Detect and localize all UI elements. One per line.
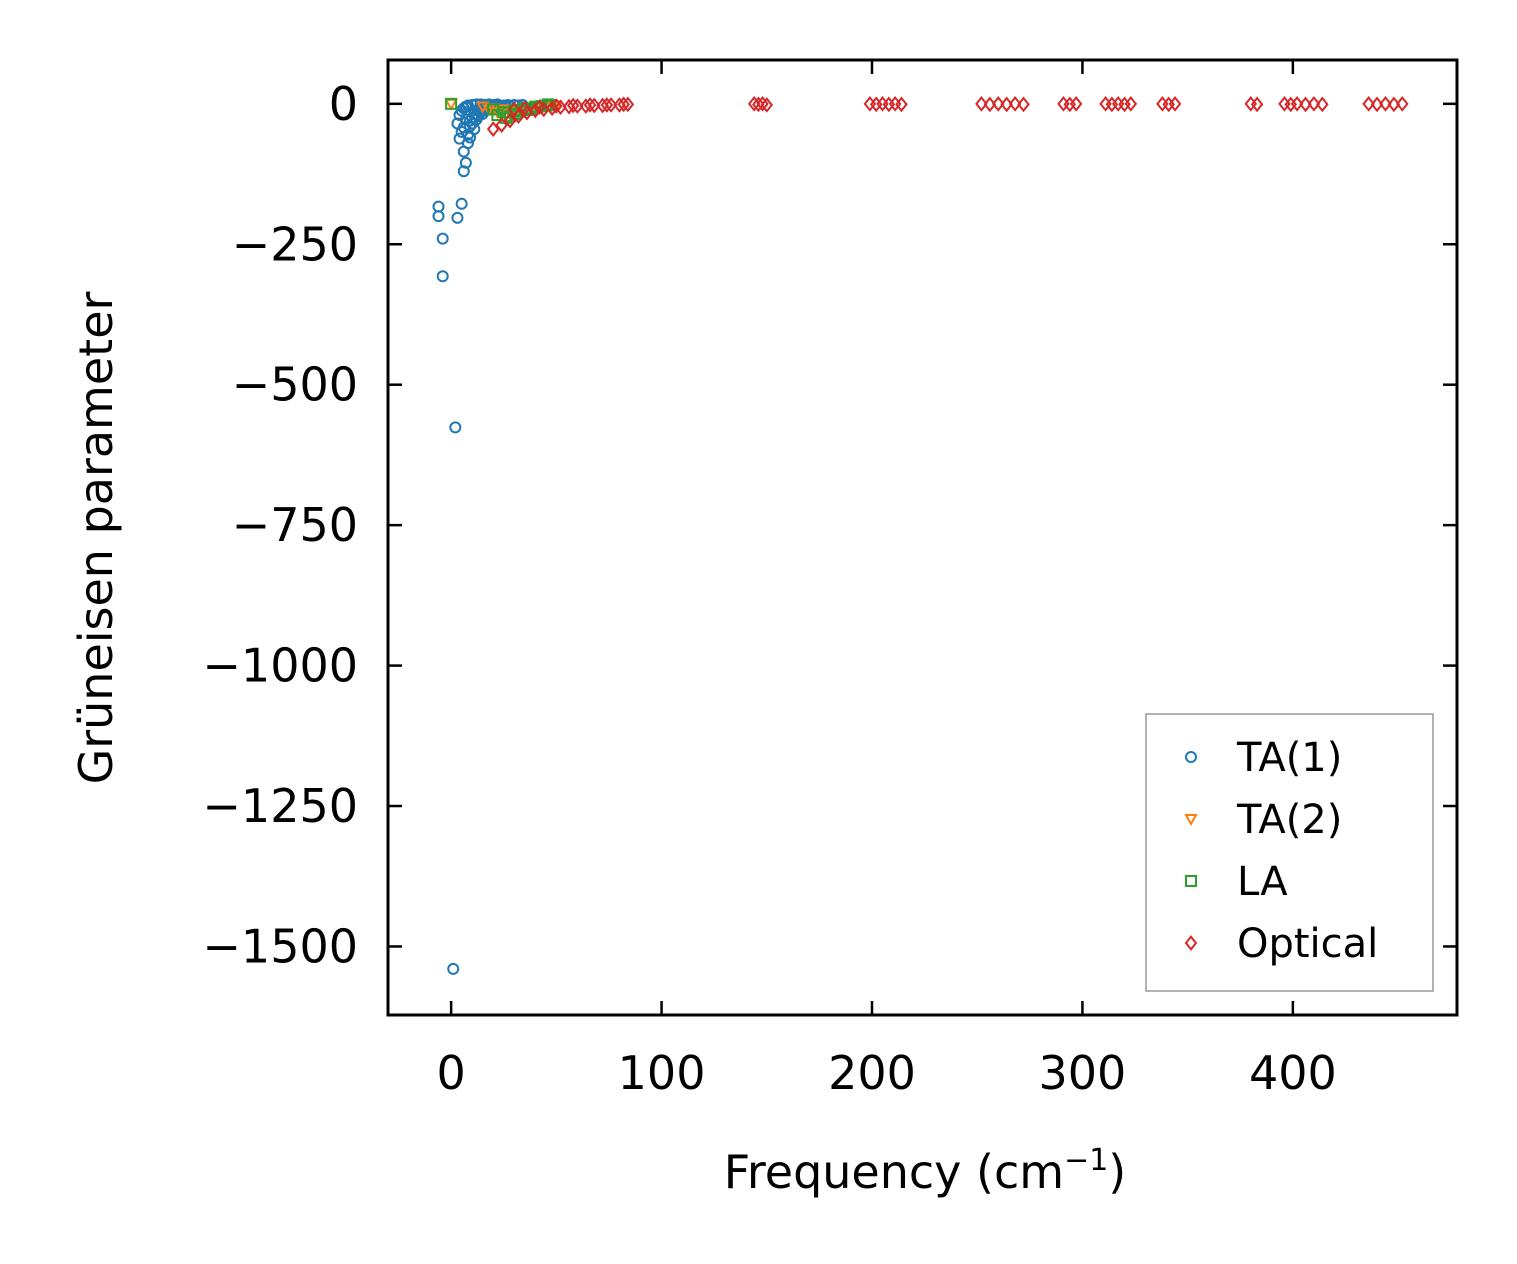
x-tick-label: 0 [436,1046,465,1100]
series-1 [432,98,529,975]
x-axis-title-end: ) [1108,1145,1126,1199]
data-point [600,97,614,113]
ticks-layer: 0 100 200 300 400 0 −250 −500 −750 −1000 −1250 −150… [202,60,1457,1100]
data-point [752,96,765,113]
data-point [432,210,445,223]
data-point [760,97,774,113]
data-point [451,211,464,224]
data-point [436,232,449,245]
legend-label: TA(2) [1236,797,1342,843]
data-point [579,98,593,114]
data-point [604,97,618,113]
data-point [486,121,500,137]
data-point [991,95,1005,112]
data-point [503,112,517,129]
legend-entry: Optical [1184,921,1378,967]
data-point [617,96,630,113]
data-point [1396,95,1409,112]
data-point [495,117,508,134]
data-point [447,962,460,975]
data-point [1379,95,1392,112]
data-point [470,98,483,111]
data-point [1168,95,1182,112]
data-point [1299,96,1312,113]
x-tick-label: 300 [1039,1046,1127,1100]
data-point [596,97,609,114]
data-point [464,131,477,144]
data-point [756,95,769,112]
data-point [466,98,479,111]
data-point [1250,96,1264,113]
y-tick-label: −1000 [202,639,358,693]
data-point [457,165,470,178]
data-point [587,97,601,114]
legend-marker [1185,751,1197,763]
data-point [583,97,597,113]
x-tick-label: 400 [1249,1046,1337,1100]
data-point [621,96,635,113]
data-point [975,95,988,112]
legend-entry: LA [1185,859,1288,905]
x-tick-label: 200 [828,1046,916,1100]
data-point [444,98,458,111]
data-point [562,98,576,115]
legend: TA(1) TA(2) LA Optical [1145,713,1434,992]
data-point [459,156,472,169]
data-point [491,109,504,122]
data-point [445,97,458,110]
data-point [566,97,580,114]
data-point [449,421,462,434]
data-point [1362,95,1375,112]
legend-label: TA(1) [1236,735,1342,781]
series-4 [486,95,1409,137]
data-point [1307,95,1321,112]
x-axis-title-superscript: −1 [1064,1143,1108,1178]
y-tick-label: −1500 [202,919,358,973]
data-point [1124,95,1138,112]
data-point [432,200,445,213]
data-point [1017,96,1030,113]
y-tick-label: −750 [232,498,358,552]
data-point [1069,95,1083,112]
data-point [455,197,468,210]
data-point [747,95,761,112]
data-point [983,96,997,113]
data-point [1000,96,1013,113]
y-tick-label: −500 [232,358,358,412]
data-point [613,97,626,113]
series-layer [432,95,1409,975]
data-point [1008,95,1022,112]
data-point [1290,95,1304,112]
data-point [461,99,474,112]
legend-entry: TA(2) [1184,797,1342,843]
data-point [518,100,532,117]
x-axis-title: Frequency (cm−1) [724,1143,1127,1199]
legend-marker [1185,875,1197,887]
data-point [1316,96,1329,113]
data-point [895,96,908,113]
legend-marker [1184,935,1198,951]
x-tick-label: 100 [618,1046,706,1100]
data-point [1387,96,1401,113]
legend-label: Optical [1237,921,1378,967]
data-point [507,101,521,118]
y-tick-label: −1250 [202,779,358,833]
data-point [554,99,567,116]
plot-frame [386,58,1459,1017]
data-point [550,98,563,114]
data-point [533,99,546,116]
data-point [571,98,584,114]
legend-marker [1184,814,1198,827]
y-tick-label: 0 [329,77,358,131]
y-axis-title: Grüneisen parameter [69,291,123,784]
data-point [1370,96,1384,113]
legend-label: LA [1237,859,1288,905]
data-point [436,270,449,283]
legend-entry: TA(1) [1185,735,1342,781]
y-tick-label: −250 [232,217,358,271]
